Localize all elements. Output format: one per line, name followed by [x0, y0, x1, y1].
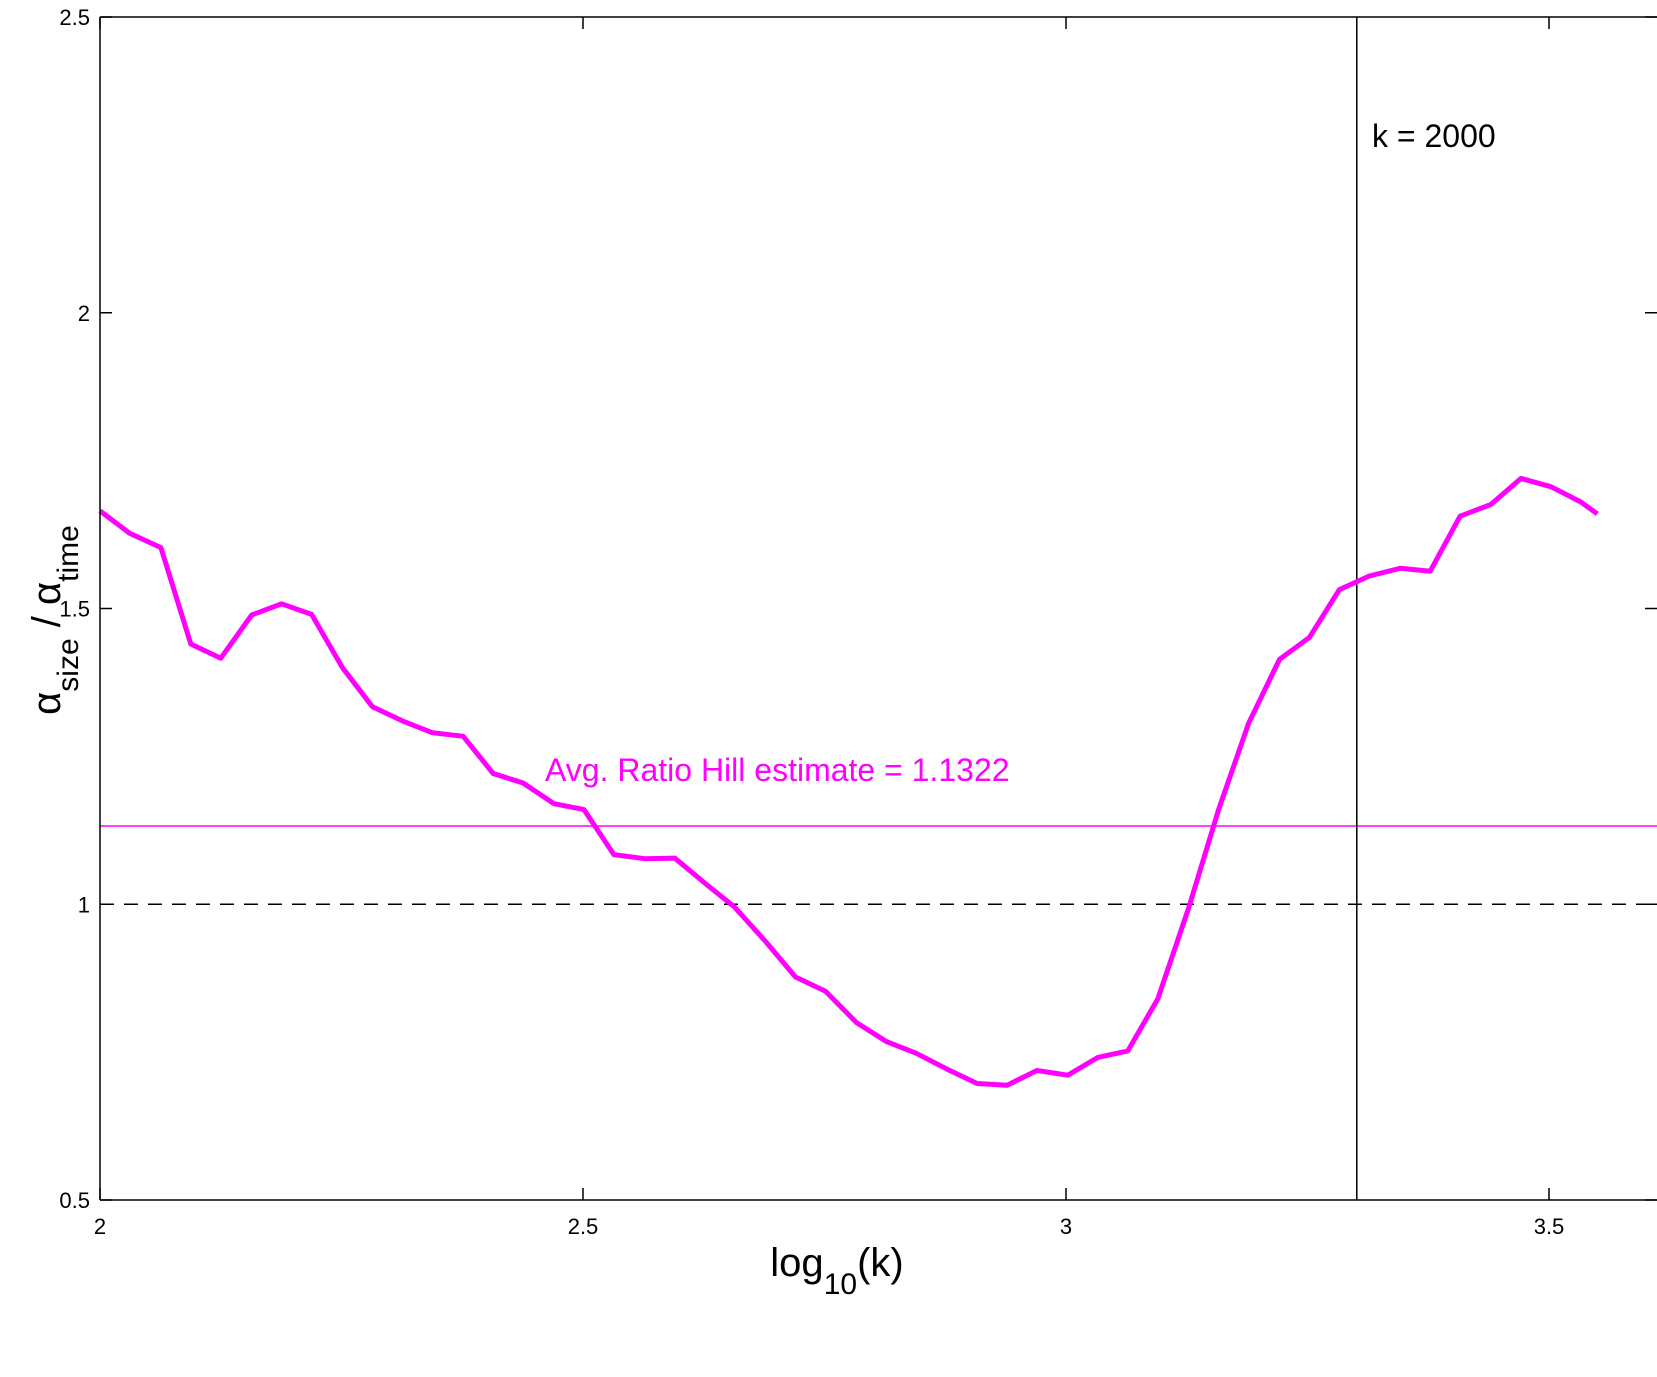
x-tick-label: 3.5 — [1534, 1214, 1565, 1239]
y-axis-label-sub-time: time — [52, 525, 85, 582]
y-axis-label-separator: / — [25, 605, 69, 638]
x-axis-label: log10(k) — [770, 1241, 903, 1301]
x-axis-label-tail: (k) — [857, 1241, 904, 1285]
tick-labels: 2 2.5 3 3.5 0.5 1 1.5 2 2.5 — [59, 5, 1564, 1239]
x-tick-label: 2.5 — [568, 1214, 599, 1239]
y-axis-label: αsize / αtime — [25, 525, 85, 715]
vline-annotation: k = 2000 — [1372, 118, 1496, 154]
y-tick-label: 1.5 — [59, 597, 90, 622]
y-tick-label: 2.5 — [59, 5, 90, 30]
x-axis-label-main: log — [770, 1241, 823, 1285]
x-tick-label: 3 — [1060, 1214, 1072, 1239]
series-layer — [98, 475, 1599, 1088]
reference-lines — [100, 17, 1657, 1200]
y-tick-label: 0.5 — [59, 1188, 90, 1213]
y-axis-label-sub-size: size — [52, 638, 85, 691]
y-axis-label-alpha-size: α — [25, 692, 69, 715]
y-axis-label-alpha-time: α — [25, 582, 69, 605]
series-line-0 — [98, 475, 1599, 1088]
tick-marks — [99, 16, 1657, 1201]
x-axis-label-subscript: 10 — [824, 1268, 857, 1301]
y-tick-label: 2 — [78, 301, 90, 326]
hline-annotation: Avg. Ratio Hill estimate = 1.1322 — [545, 752, 1010, 788]
y-tick-label: 1 — [78, 892, 90, 917]
x-tick-label: 2 — [94, 1214, 106, 1239]
